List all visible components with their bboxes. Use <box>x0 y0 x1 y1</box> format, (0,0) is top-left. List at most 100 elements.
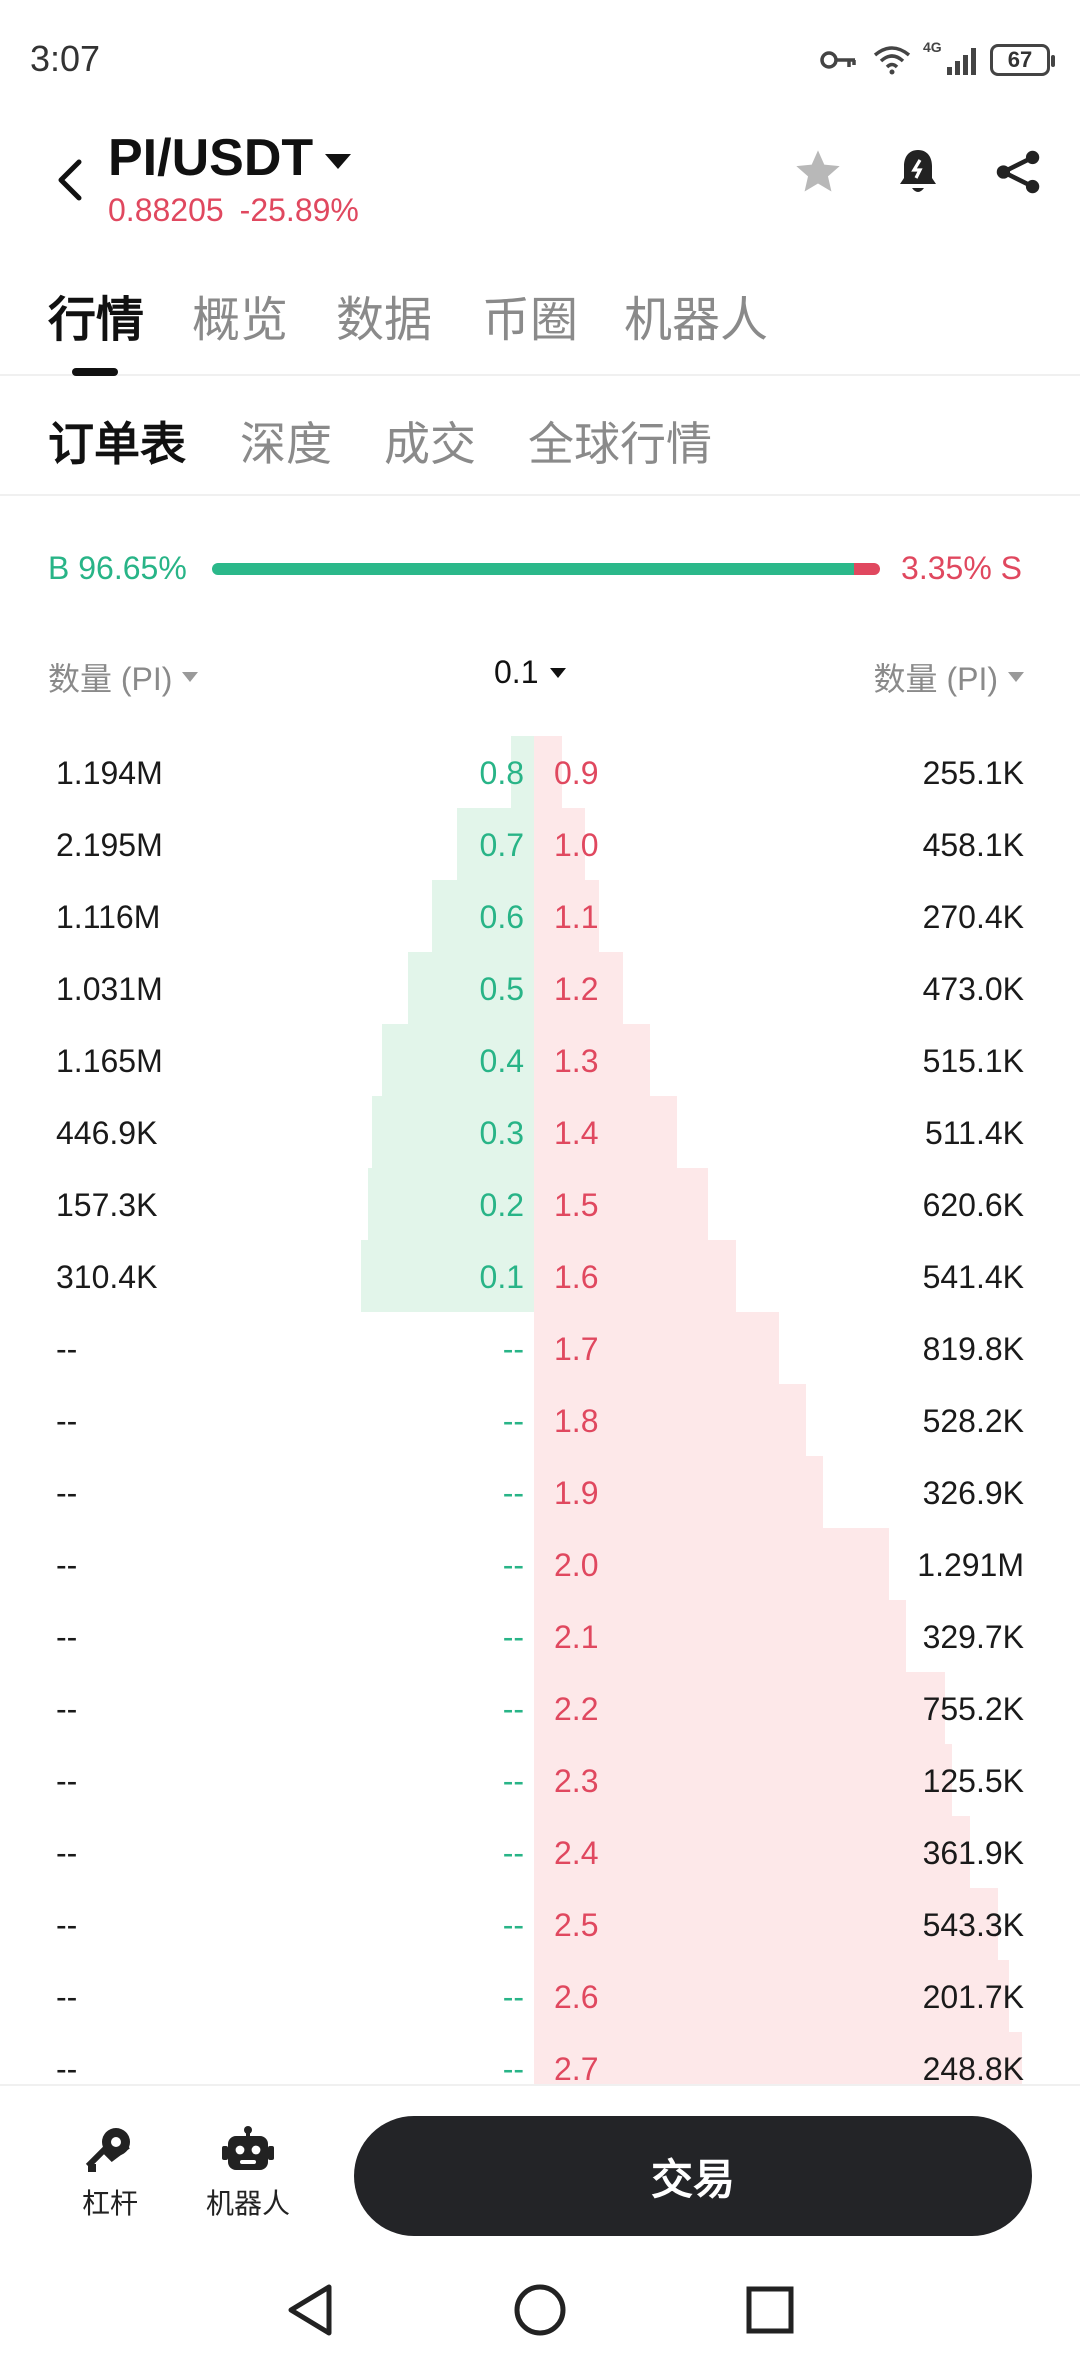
subtab-depth[interactable]: 深度 <box>240 418 332 470</box>
bid-quantity: -- <box>56 1331 78 1367</box>
order-book-row[interactable]: -- -- 1.9 326.9K <box>0 1456 1080 1528</box>
order-book-row[interactable]: 1.165M 0.4 1.3 515.1K <box>0 1024 1080 1096</box>
tab-community[interactable]: 币圈 <box>482 294 579 347</box>
bid-price: 0.1 <box>479 1259 524 1295</box>
ask-price: 1.2 <box>554 971 599 1007</box>
system-nav-bar <box>0 2244 1080 2376</box>
ask-quantity: 270.4K <box>922 899 1024 935</box>
caret-down-icon <box>1008 672 1024 682</box>
subtab-trades[interactable]: 成交 <box>384 418 476 470</box>
bid-depth-bar <box>361 1240 540 1312</box>
bid-price: 0.8 <box>479 755 524 791</box>
bid-quantity: 446.9K <box>56 1115 158 1151</box>
ask-depth-bar <box>534 1888 999 1960</box>
order-book-row[interactable]: 446.9K 0.3 1.4 511.4K <box>0 1096 1080 1168</box>
ask-depth-bar <box>534 880 599 952</box>
bid-qty-header: 数量 (PI) <box>48 661 173 697</box>
bid-quantity: 310.4K <box>56 1259 158 1295</box>
bid-depth-bar <box>431 880 540 952</box>
bid-quantity: 2.195M <box>56 827 163 863</box>
order-book-row[interactable]: -- -- 2.4 361.9K <box>0 1816 1080 1888</box>
back-button[interactable] <box>44 150 94 210</box>
ask-quantity: 125.5K <box>922 1763 1024 1799</box>
order-book-row[interactable]: 1.031M 0.5 1.2 473.0K <box>0 952 1080 1024</box>
tab-market[interactable]: 行情 <box>48 294 145 347</box>
ask-quantity: 248.8K <box>922 2051 1024 2084</box>
bell-icon <box>900 150 936 192</box>
order-book-row[interactable]: -- -- 2.1 329.7K <box>0 1600 1080 1672</box>
order-book-row[interactable]: -- -- 2.6 201.7K <box>0 1960 1080 2032</box>
subtab-global-market[interactable]: 全球行情 <box>528 418 712 470</box>
bid-quantity: 1.194M <box>56 755 163 791</box>
ask-price: 1.0 <box>554 827 599 863</box>
bid-price: 0.5 <box>479 971 524 1007</box>
sell-ratio-fill <box>853 563 880 575</box>
wifi-icon <box>873 46 911 75</box>
caret-down-icon <box>550 667 567 678</box>
nav-back-button[interactable] <box>278 2278 342 2342</box>
ask-price: 2.7 <box>554 2051 599 2084</box>
tab-overview[interactable]: 概览 <box>192 294 289 347</box>
ask-depth-bar <box>534 1168 709 1240</box>
bid-price: -- <box>502 1907 524 1943</box>
ask-qty-header: 数量 (PI) <box>873 661 998 697</box>
ask-depth-bar <box>534 952 624 1024</box>
pair-selector[interactable]: PI/USDT <box>108 128 352 188</box>
order-book-row[interactable]: 1.194M 0.8 0.9 255.1K <box>0 736 1080 808</box>
order-book-row[interactable]: -- -- 2.0 1.291M <box>0 1528 1080 1600</box>
precision-selector[interactable]: 0.1 <box>494 654 567 691</box>
bid-depth-bar <box>368 1168 540 1240</box>
ask-quantity: 515.1K <box>922 1043 1024 1079</box>
share-button[interactable] <box>992 146 1044 198</box>
tab-robot[interactable]: 机器人 <box>624 294 769 347</box>
order-book-row[interactable]: -- -- 1.8 528.2K <box>0 1384 1080 1456</box>
bid-quantity: -- <box>56 1475 78 1511</box>
subtab-order-book[interactable]: 订单表 <box>48 418 186 470</box>
order-book-row[interactable]: -- -- 2.7 248.8K <box>0 2032 1080 2084</box>
ask-price: 2.6 <box>554 1979 599 2015</box>
nav-home-button[interactable] <box>508 2278 572 2342</box>
ask-depth-bar <box>534 1744 952 1816</box>
price-alert-button[interactable] <box>892 146 944 198</box>
ask-depth-bar <box>534 736 562 808</box>
ask-depth-bar <box>534 2032 1022 2084</box>
ask-quantity: 541.4K <box>922 1259 1024 1295</box>
ask-quantity: 329.7K <box>922 1619 1024 1655</box>
order-book-row[interactable]: 2.195M 0.7 1.0 458.1K <box>0 808 1080 880</box>
square-recents-icon <box>746 2286 794 2334</box>
tab-data[interactable]: 数据 <box>336 294 433 347</box>
bid-quantity: 157.3K <box>56 1187 158 1223</box>
caret-down-icon <box>325 153 352 169</box>
ask-quantity: 543.3K <box>922 1907 1024 1943</box>
leverage-label: 杠杆 <box>82 2188 139 2219</box>
robot-button[interactable]: 机器人 <box>206 2126 290 2222</box>
order-book-row[interactable]: 1.116M 0.6 1.1 270.4K <box>0 880 1080 952</box>
buy-ratio-label: B 96.65% <box>48 550 187 586</box>
bid-price: -- <box>502 1691 524 1727</box>
favorite-button[interactable] <box>792 146 844 198</box>
trade-button[interactable]: 交易 <box>354 2116 1032 2236</box>
bid-quantity: -- <box>56 1691 78 1727</box>
order-book-row[interactable]: -- -- 2.2 755.2K <box>0 1672 1080 1744</box>
ask-qty-unit-selector[interactable]: 数量 (PI) <box>874 654 1024 700</box>
bid-price: -- <box>502 1475 524 1511</box>
leverage-icon <box>85 2128 130 2172</box>
ask-price: 1.4 <box>554 1115 599 1151</box>
pair-header: PI/USDT 0.88205 -25.89% <box>0 120 1080 250</box>
bid-qty-unit-selector[interactable]: 数量 (PI) <box>48 654 199 700</box>
order-book-row[interactable]: -- -- 1.7 819.8K <box>0 1312 1080 1384</box>
order-book-row[interactable]: -- -- 2.3 125.5K <box>0 1744 1080 1816</box>
nav-recents-button[interactable] <box>738 2278 802 2342</box>
cell-signal-icon: 4G <box>923 39 976 75</box>
ask-depth-bar <box>534 808 585 880</box>
main-tabs: 行情 概览 数据 币圈 机器人 <box>0 280 1080 376</box>
order-book-row[interactable]: -- -- 2.5 543.3K <box>0 1888 1080 1960</box>
order-book-row[interactable]: 310.4K 0.1 1.6 541.4K <box>0 1240 1080 1312</box>
bid-price: 0.2 <box>479 1187 524 1223</box>
bid-price: -- <box>502 1403 524 1439</box>
leverage-button[interactable]: 杠杆 <box>82 2126 138 2222</box>
robot-label: 机器人 <box>206 2188 291 2219</box>
ask-quantity: 473.0K <box>922 971 1024 1007</box>
order-book-row[interactable]: 157.3K 0.2 1.5 620.6K <box>0 1168 1080 1240</box>
bid-quantity: 1.116M <box>56 899 161 935</box>
